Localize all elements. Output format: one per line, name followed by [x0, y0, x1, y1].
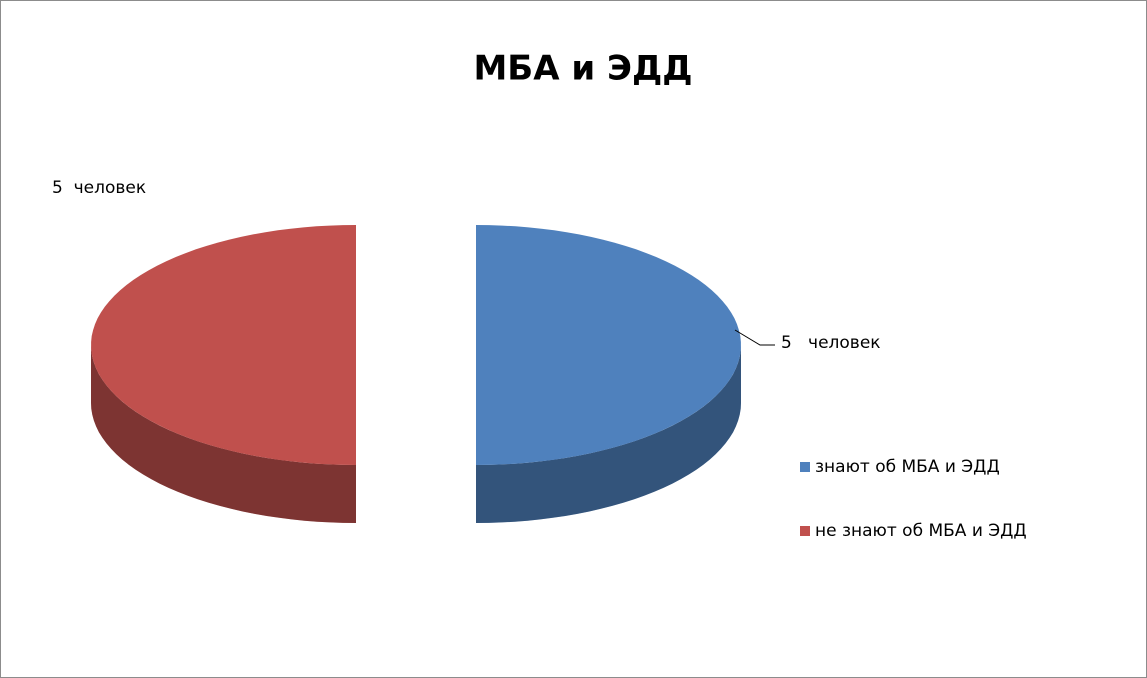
chart-title: МБА и ЭДД: [473, 49, 692, 89]
slice-side-shade: [91, 345, 356, 523]
legend-label: знают об МБА и ЭДД: [815, 457, 1000, 477]
slice: [476, 225, 741, 465]
slice-side: [476, 345, 741, 523]
leader-line: [734, 329, 775, 346]
data-label: 5 человек: [52, 178, 146, 198]
slice-side: [91, 345, 356, 523]
legend-label: не знают об МБА и ЭДД: [815, 521, 1027, 541]
legend-swatch: [800, 462, 810, 472]
data-label: 5 человек: [781, 333, 881, 353]
legend-swatch: [800, 526, 810, 536]
slice-side-shade: [476, 345, 741, 523]
slice: [91, 225, 356, 465]
